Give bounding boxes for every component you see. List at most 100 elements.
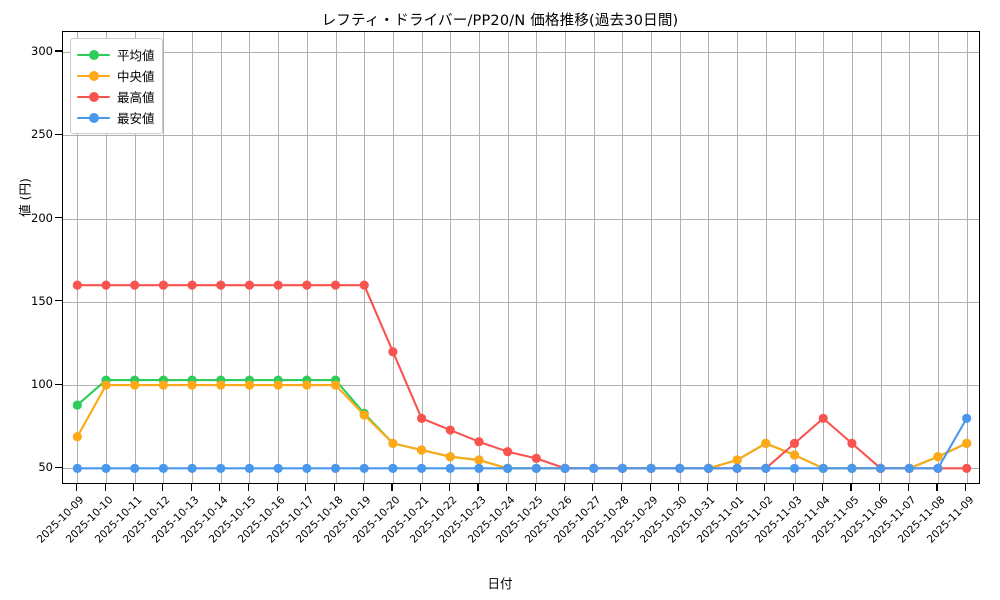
legend-marker-dot bbox=[89, 112, 99, 123]
series-marker bbox=[474, 455, 484, 465]
series-marker bbox=[130, 463, 140, 473]
series-marker bbox=[445, 452, 455, 462]
x-axis-tick-mark bbox=[161, 484, 163, 491]
series-marker bbox=[703, 463, 714, 473]
series-marker bbox=[675, 463, 685, 473]
series-marker bbox=[789, 463, 800, 473]
series-marker bbox=[416, 413, 427, 423]
series-marker bbox=[962, 463, 972, 473]
legend-item[interactable]: 最安値 bbox=[77, 107, 155, 128]
series-marker bbox=[187, 280, 197, 290]
gridline-vertical bbox=[909, 32, 911, 483]
series-marker bbox=[474, 437, 484, 447]
series-marker bbox=[302, 280, 312, 290]
gridline-vertical bbox=[565, 32, 567, 483]
legend-item[interactable]: 最高値 bbox=[77, 86, 155, 107]
x-axis-tick-mark bbox=[764, 484, 766, 491]
series-marker bbox=[789, 438, 800, 448]
gridline-vertical bbox=[536, 32, 538, 483]
series-marker bbox=[158, 463, 169, 473]
x-axis-tick-mark bbox=[936, 484, 938, 491]
gridline-vertical bbox=[737, 32, 739, 483]
gridline-vertical bbox=[249, 32, 251, 483]
series-marker bbox=[158, 380, 169, 390]
series-marker bbox=[503, 447, 513, 457]
series-marker bbox=[904, 463, 914, 473]
gridline-vertical bbox=[478, 32, 480, 483]
gridline-vertical bbox=[192, 32, 194, 483]
x-axis-tick-mark bbox=[506, 484, 508, 491]
x-axis-tick-mark bbox=[620, 484, 622, 491]
legend-label: 最高値 bbox=[117, 90, 155, 105]
gridline-vertical bbox=[278, 32, 280, 483]
x-axis-tick-mark bbox=[735, 484, 737, 491]
x-axis-tick-mark bbox=[563, 484, 565, 491]
series-marker bbox=[359, 410, 369, 420]
gridline-vertical bbox=[134, 32, 136, 483]
series-marker bbox=[101, 280, 111, 290]
series-marker bbox=[531, 453, 541, 463]
series-marker bbox=[216, 380, 226, 390]
series-marker bbox=[101, 463, 111, 473]
y-axis-tick-mark bbox=[55, 300, 62, 302]
gridline-vertical bbox=[220, 32, 222, 483]
gridline-vertical bbox=[679, 32, 681, 483]
series-marker bbox=[416, 463, 427, 473]
series-marker bbox=[101, 380, 111, 390]
y-axis-tick-mark bbox=[55, 217, 62, 219]
series-marker bbox=[244, 463, 255, 473]
gridline-vertical bbox=[823, 32, 825, 483]
gridline-vertical bbox=[364, 32, 366, 483]
legend-item[interactable]: 中央値 bbox=[77, 65, 155, 86]
series-marker bbox=[789, 450, 800, 460]
series-marker bbox=[589, 463, 599, 473]
series-marker bbox=[130, 280, 140, 290]
gridline-vertical bbox=[880, 32, 882, 483]
series-marker bbox=[330, 280, 341, 290]
series-marker bbox=[187, 380, 197, 390]
series-marker bbox=[962, 438, 972, 448]
series-marker bbox=[732, 455, 742, 465]
series-marker bbox=[273, 463, 283, 473]
series-marker bbox=[416, 445, 427, 455]
x-axis-tick-mark bbox=[534, 484, 536, 491]
series-marker bbox=[962, 413, 972, 423]
series-marker bbox=[72, 280, 82, 290]
gridline-horizontal bbox=[63, 218, 979, 220]
series-marker bbox=[646, 463, 656, 473]
series-marker bbox=[244, 380, 255, 390]
gridline-vertical bbox=[708, 32, 710, 483]
gridline-vertical bbox=[622, 32, 624, 483]
series-marker bbox=[330, 380, 341, 390]
gridline-vertical bbox=[593, 32, 595, 483]
series-marker bbox=[72, 400, 82, 410]
x-axis-tick-mark bbox=[907, 484, 909, 491]
series-marker bbox=[302, 380, 312, 390]
x-axis-tick-mark bbox=[104, 484, 106, 491]
series-marker bbox=[732, 463, 742, 473]
series-marker bbox=[388, 347, 398, 357]
legend-label: 平均値 bbox=[117, 48, 155, 63]
legend-marker-dot bbox=[89, 49, 99, 60]
x-axis-tick-mark bbox=[678, 484, 680, 491]
y-axis-tick-label: 150 bbox=[31, 293, 53, 308]
series-marker bbox=[359, 280, 369, 290]
legend-item[interactable]: 平均値 bbox=[77, 44, 155, 65]
x-axis-tick-mark bbox=[75, 484, 77, 491]
gridline-vertical bbox=[851, 32, 853, 483]
series-marker bbox=[875, 463, 886, 473]
series-marker bbox=[273, 380, 283, 390]
x-axis-tick-mark bbox=[879, 484, 881, 491]
legend-swatch bbox=[77, 111, 110, 125]
series-marker bbox=[130, 380, 140, 390]
gridline-vertical bbox=[450, 32, 452, 483]
legend-marker-dot bbox=[89, 91, 99, 102]
gridline-vertical bbox=[106, 32, 108, 483]
x-axis-tick-mark bbox=[362, 484, 364, 491]
x-axis-tick-mark bbox=[850, 484, 852, 491]
gridline-vertical bbox=[507, 32, 509, 483]
series-lines-and-markers bbox=[72, 280, 972, 473]
y-axis-tick-mark bbox=[55, 133, 62, 135]
series-marker bbox=[617, 463, 628, 473]
legend-swatch bbox=[77, 90, 110, 104]
